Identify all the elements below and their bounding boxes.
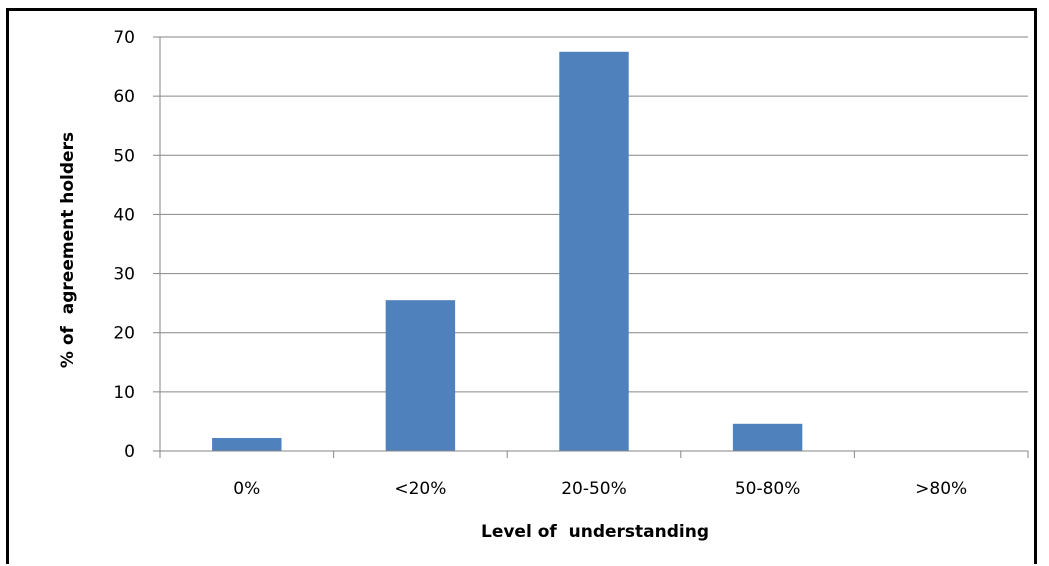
y-axis-title: % of agreement holders bbox=[58, 132, 78, 368]
y-tick-label: 0 bbox=[124, 442, 135, 462]
chart-frame bbox=[6, 8, 1037, 564]
y-tick-label: 40 bbox=[113, 205, 135, 225]
y-tick-labels: 0 10 20 30 40 50 60 70 bbox=[113, 28, 135, 462]
axes bbox=[153, 36, 1029, 458]
x-tick-labels: 0% <20% 20-50% 50-80% >80% bbox=[233, 479, 967, 499]
y-tick-label: 20 bbox=[113, 324, 135, 344]
x-tick-label: 20-50% bbox=[561, 479, 627, 499]
y-tick-label: 30 bbox=[113, 265, 135, 285]
y-tick-label: 60 bbox=[113, 87, 135, 107]
bar bbox=[212, 437, 282, 451]
bar bbox=[559, 51, 629, 452]
bar bbox=[732, 423, 803, 451]
y-tick-label: 70 bbox=[113, 28, 135, 48]
bars bbox=[212, 51, 803, 452]
y-tick-label: 50 bbox=[113, 146, 135, 166]
x-axis-title: Level of understanding bbox=[481, 522, 709, 542]
y-tick-label: 10 bbox=[113, 383, 135, 403]
x-tick-label: 0% bbox=[233, 479, 260, 499]
bar bbox=[385, 300, 456, 451]
x-tick-label: >80% bbox=[915, 479, 967, 499]
x-tick-label: <20% bbox=[394, 479, 446, 499]
x-tick-label: 50-80% bbox=[735, 479, 801, 499]
